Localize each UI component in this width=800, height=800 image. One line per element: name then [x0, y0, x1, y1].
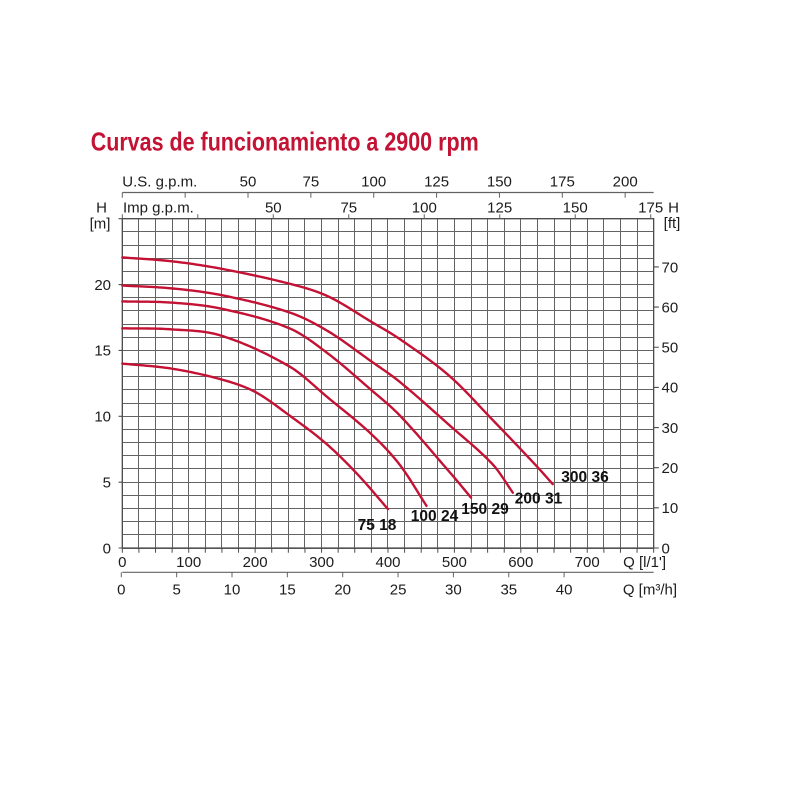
svg-text:600: 600	[508, 554, 533, 571]
svg-text:H: H	[668, 200, 679, 217]
svg-text:H: H	[96, 200, 107, 217]
svg-text:500: 500	[442, 554, 467, 571]
svg-text:0: 0	[118, 554, 126, 571]
svg-text:100: 100	[361, 174, 386, 191]
svg-text:10: 10	[94, 409, 111, 426]
svg-text:100: 100	[176, 554, 201, 571]
svg-text:15: 15	[94, 343, 111, 360]
svg-text:Q [m³/h]: Q [m³/h]	[623, 581, 677, 598]
svg-text:400: 400	[375, 554, 400, 571]
svg-text:20: 20	[94, 277, 111, 294]
svg-text:70: 70	[662, 259, 679, 276]
svg-text:175: 175	[550, 174, 575, 191]
svg-text:125: 125	[424, 174, 449, 191]
svg-text:0: 0	[103, 540, 111, 557]
svg-text:[m]: [m]	[90, 216, 111, 233]
svg-text:700: 700	[575, 554, 600, 571]
svg-text:30: 30	[662, 420, 679, 437]
svg-text:100 24: 100 24	[411, 508, 459, 525]
svg-text:0: 0	[117, 581, 125, 598]
svg-text:Imp g.p.m.: Imp g.p.m.	[123, 200, 194, 217]
svg-text:35: 35	[500, 581, 517, 598]
svg-text:100: 100	[412, 200, 437, 217]
svg-text:300 36: 300 36	[561, 469, 609, 486]
svg-text:50: 50	[265, 200, 282, 217]
svg-text:200 31: 200 31	[515, 490, 563, 507]
svg-text:10: 10	[662, 500, 679, 517]
svg-text:50: 50	[662, 340, 679, 357]
svg-text:200: 200	[613, 174, 638, 191]
svg-text:40: 40	[556, 581, 573, 598]
svg-text:15: 15	[279, 581, 296, 598]
svg-text:150: 150	[487, 174, 512, 191]
svg-text:150 29: 150 29	[461, 501, 509, 518]
svg-text:150: 150	[563, 200, 588, 217]
svg-text:175: 175	[638, 200, 663, 217]
svg-text:20: 20	[334, 581, 351, 598]
svg-text:75 18: 75 18	[358, 517, 397, 534]
svg-text:30: 30	[445, 581, 462, 598]
svg-text:40: 40	[662, 380, 679, 397]
svg-text:25: 25	[390, 581, 407, 598]
svg-text:U.S. g.p.m.: U.S. g.p.m.	[122, 174, 197, 191]
svg-text:125: 125	[487, 200, 512, 217]
svg-text:50: 50	[240, 174, 257, 191]
svg-text:10: 10	[224, 581, 241, 598]
svg-text:0: 0	[662, 540, 670, 557]
svg-text:Curvas de funcionamiento a 290: Curvas de funcionamiento a 2900 rpm	[91, 127, 479, 157]
svg-text:200: 200	[243, 554, 268, 571]
svg-text:60: 60	[662, 299, 679, 316]
svg-text:20: 20	[662, 460, 679, 477]
svg-text:5: 5	[173, 581, 181, 598]
svg-text:75: 75	[340, 200, 357, 217]
svg-text:Q [l/1']: Q [l/1']	[623, 554, 666, 571]
svg-text:75: 75	[303, 174, 320, 191]
svg-text:[ft]: [ft]	[664, 215, 681, 232]
svg-text:300: 300	[309, 554, 334, 571]
svg-text:5: 5	[103, 474, 111, 491]
